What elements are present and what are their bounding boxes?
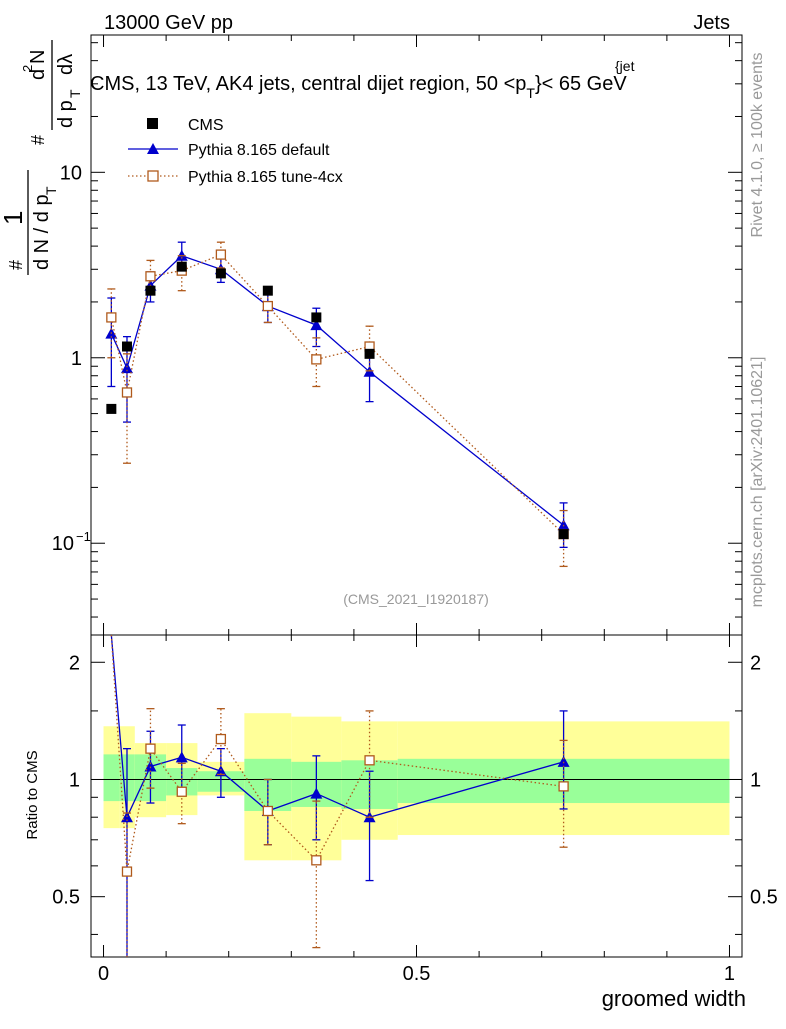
main-point-1-5	[262, 300, 273, 312]
y-tick-label-ratio-right-0: 0.5	[750, 887, 778, 909]
main-series	[105, 241, 570, 568]
y-tick-label-main-1: 1	[71, 348, 82, 370]
ratio-point-1-3	[176, 786, 187, 797]
ratio-point-1-8	[558, 781, 569, 792]
cms-point-1	[121, 341, 132, 352]
y-tick-label-main-2: 10	[60, 162, 82, 184]
analysis-tag: (CMS_2021_I1920187)	[343, 591, 489, 607]
header-left: 13000 GeV pp	[104, 12, 233, 34]
ratio-point-0-2	[144, 760, 157, 772]
legend-label-tune4cx: Pythia 8.165 tune-4cx	[188, 169, 343, 186]
cms-point-2	[145, 285, 156, 296]
y-tick-label-ratio-right-1: 1	[750, 769, 761, 791]
y-label-numerator-n: N	[27, 50, 49, 64]
cms-point-4	[215, 268, 226, 279]
mcplots-label: mcplots.cern.ch [arXiv:2401.10621]	[749, 357, 766, 608]
y-label-hash-2: #	[28, 135, 48, 145]
main-point-1-1	[121, 387, 133, 398]
cms-point-7	[364, 348, 375, 359]
ratio-point-1-1	[121, 866, 133, 877]
legend-marker-default	[147, 143, 159, 154]
ratio-point-1-4	[215, 733, 227, 745]
y-axis-label-ratio: Ratio to CMS	[24, 750, 41, 839]
rivet-label: Rivet 4.1.0, ≥ 100k events	[749, 53, 766, 238]
x-tick-label-2: 1	[724, 963, 735, 985]
y-label-numerator: d	[27, 69, 49, 80]
ratio-series	[110, 634, 570, 957]
x-tick-label-1: 0.5	[403, 963, 431, 985]
legend-marker-tune4cx	[147, 170, 159, 182]
ratio-point-1-2	[145, 743, 156, 754]
ratio-point-1-5	[262, 805, 273, 817]
main-point-0-6	[310, 319, 323, 331]
chart-title-sup: {jet	[615, 58, 635, 74]
legend-marker-cms	[147, 118, 158, 129]
ratio-point-0-6	[310, 787, 323, 799]
ratio-point-1-6	[311, 855, 322, 866]
cms-point-5	[262, 285, 273, 296]
cms-point-3	[176, 261, 187, 272]
cms-point-8	[558, 529, 569, 540]
y-tick-label-ratio-1: 1	[69, 769, 80, 791]
y-label-lambda: dλ	[55, 54, 77, 75]
y-label-numerator-sup: 2	[20, 65, 35, 72]
main-point-1-6	[311, 354, 322, 365]
ratio-point-0-4	[214, 765, 227, 777]
y-label-denominator-sub: T	[43, 186, 59, 195]
y-tick-label-ratio-0: 0.5	[52, 887, 80, 909]
ratio-bands	[103, 713, 730, 861]
main-line-0	[110, 254, 565, 526]
main-point-1-2	[145, 271, 156, 282]
y-label-denominator: d N / d p	[31, 194, 53, 270]
y-label-denominator-2: d p	[55, 100, 77, 128]
y-tick-label-ratio-right-2: 2	[750, 652, 761, 674]
x-axis-label: groomed width	[602, 986, 746, 1011]
header-right: Jets	[693, 12, 730, 34]
cms-point-6	[311, 312, 322, 323]
ratio-point-0-8	[557, 755, 570, 767]
y-axis-label-main: 1 d N / d p T # d 2 N d p T dλ #	[0, 40, 83, 275]
ratio-point-0-3	[175, 751, 188, 763]
main-point-0-1	[120, 362, 133, 374]
y-tick-label-main-0: 10	[52, 533, 74, 555]
cms-point-0	[106, 403, 117, 414]
main-line-1	[110, 253, 565, 535]
legend: CMS Pythia 8.165 default Pythia 8.165 tu…	[128, 117, 343, 186]
y-tick-exponent: −1	[76, 529, 91, 544]
y-label-hash-1: #	[6, 260, 26, 270]
main-point-1-0	[106, 312, 117, 323]
x-tick-label-0: 0	[98, 963, 109, 985]
y-label-one: 1	[0, 211, 28, 225]
main-point-0-8	[557, 519, 570, 531]
y-label-denominator-2-sub: T	[67, 89, 83, 98]
main-point-1-4	[215, 249, 227, 260]
y-tick-label-ratio-2: 2	[69, 652, 80, 674]
ratio-point-1-7	[364, 755, 375, 766]
legend-label-cms: CMS	[188, 117, 224, 134]
legend-label-default: Pythia 8.165 default	[188, 142, 330, 159]
chart-title: CMS, 13 TeV, AK4 jets, central dijet reg…	[90, 73, 627, 101]
band-inner-0	[103, 754, 120, 802]
